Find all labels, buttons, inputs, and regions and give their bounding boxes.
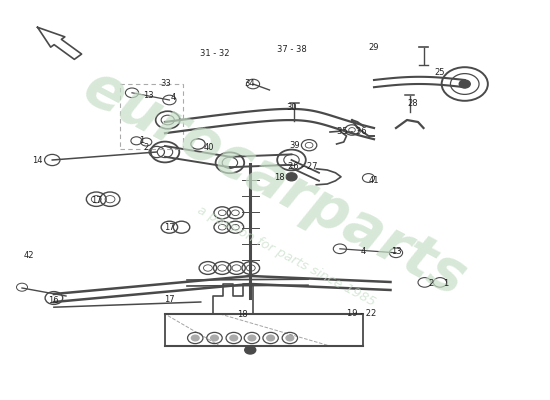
Circle shape bbox=[245, 346, 256, 354]
Text: 14: 14 bbox=[32, 156, 43, 165]
Text: 16: 16 bbox=[48, 296, 59, 305]
Text: 4: 4 bbox=[360, 248, 366, 256]
Text: 31 - 32: 31 - 32 bbox=[200, 50, 229, 58]
Text: 2: 2 bbox=[143, 144, 148, 152]
Text: 40: 40 bbox=[204, 144, 214, 152]
Text: 30: 30 bbox=[286, 104, 297, 112]
Text: 41: 41 bbox=[368, 176, 379, 185]
Text: 26 - 27: 26 - 27 bbox=[288, 162, 317, 171]
Text: 1: 1 bbox=[443, 280, 448, 288]
Text: 39: 39 bbox=[289, 142, 300, 150]
Circle shape bbox=[191, 335, 199, 341]
Text: 33: 33 bbox=[161, 80, 172, 88]
Text: 17: 17 bbox=[91, 196, 102, 205]
Circle shape bbox=[286, 335, 294, 341]
Circle shape bbox=[267, 335, 274, 341]
Text: 1: 1 bbox=[139, 136, 145, 145]
Text: 18: 18 bbox=[274, 174, 285, 182]
Text: 17: 17 bbox=[164, 224, 175, 232]
Text: 18: 18 bbox=[236, 310, 248, 319]
Text: 19 - 22: 19 - 22 bbox=[347, 310, 377, 318]
Text: 13: 13 bbox=[143, 92, 154, 100]
Text: 17: 17 bbox=[164, 296, 175, 304]
Text: 4: 4 bbox=[170, 94, 176, 102]
Text: 37 - 38: 37 - 38 bbox=[277, 46, 306, 54]
Circle shape bbox=[248, 335, 256, 341]
Text: eurocarparts: eurocarparts bbox=[74, 59, 476, 309]
Bar bbox=[120, 84, 183, 149]
Circle shape bbox=[230, 335, 238, 341]
Circle shape bbox=[211, 335, 218, 341]
Text: a passion for parts since 1985: a passion for parts since 1985 bbox=[195, 203, 377, 309]
Text: 34: 34 bbox=[244, 79, 255, 88]
Text: 28: 28 bbox=[407, 100, 418, 108]
Text: 29: 29 bbox=[368, 44, 379, 52]
Circle shape bbox=[459, 80, 470, 88]
Text: 2: 2 bbox=[428, 280, 433, 288]
Text: 13: 13 bbox=[390, 248, 402, 256]
Text: 35 - 36: 35 - 36 bbox=[337, 128, 367, 136]
Circle shape bbox=[286, 173, 297, 181]
Text: 42: 42 bbox=[23, 252, 34, 260]
Text: 25: 25 bbox=[434, 68, 446, 77]
